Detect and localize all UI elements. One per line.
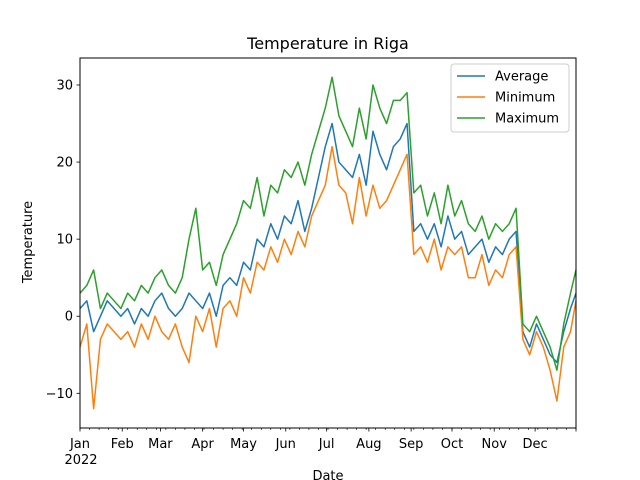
x-tick-label: May	[230, 437, 257, 452]
y-tick-label: 0	[65, 310, 73, 325]
series-layer	[79, 76, 577, 410]
y-tick-label: 20	[56, 156, 73, 171]
y-axis-label: Temperature	[21, 201, 36, 284]
x-tick-label: Apr	[191, 437, 214, 452]
x-tick-label: Oct	[441, 437, 463, 452]
legend-label-maximum: Maximum	[495, 112, 559, 127]
chart-title: Temperature in Riga	[246, 34, 409, 53]
series-line-maximum	[79, 76, 577, 371]
x-tick-label: Mar	[148, 437, 173, 452]
x-axis-label: Date	[312, 469, 343, 480]
x-tick-label: Feb	[111, 437, 134, 452]
x-tick-label: Dec	[523, 437, 548, 452]
x-tick-label: Sep	[399, 437, 424, 452]
y-tick-label: 30	[56, 78, 73, 93]
x-year-label: 2022	[64, 453, 97, 468]
series-line-minimum	[79, 145, 577, 410]
plot-frame	[79, 57, 577, 429]
x-tick-label: Jan	[69, 437, 90, 452]
y-tick-label: −10	[46, 387, 73, 402]
x-tick-label: Jul	[318, 437, 335, 452]
legend-label-minimum: Minimum	[495, 91, 555, 106]
y-tick-label: 10	[56, 233, 73, 248]
y-axis: −10 0 10 20 30	[46, 78, 80, 402]
legend: Average Minimum Maximum	[450, 63, 570, 133]
x-tick-label: Nov	[482, 437, 508, 452]
x-tick-label: Aug	[356, 437, 381, 452]
series-line-average	[79, 122, 577, 364]
legend-label-average: Average	[495, 70, 548, 85]
x-tick-label: Jun	[275, 437, 296, 452]
legend-box	[450, 63, 570, 133]
x-axis: Jan Feb Mar Apr May Jun Jul Aug Sep Oct Nov Dec	[69, 428, 577, 452]
